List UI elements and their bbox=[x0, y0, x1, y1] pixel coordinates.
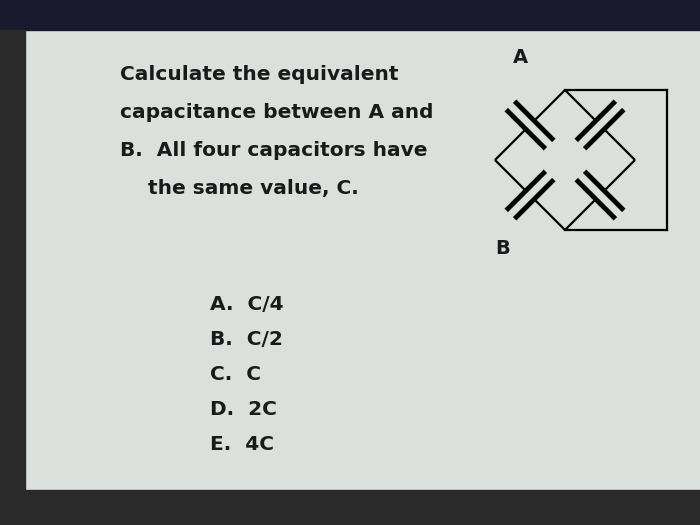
Text: E.  4C: E. 4C bbox=[210, 435, 274, 454]
Text: D.  2C: D. 2C bbox=[210, 400, 277, 419]
Text: B.  All four capacitors have: B. All four capacitors have bbox=[120, 141, 428, 160]
Text: A: A bbox=[512, 48, 528, 67]
Bar bbox=[0, 30, 25, 490]
Text: Calculate the equivalent: Calculate the equivalent bbox=[120, 65, 398, 84]
Text: A.  C/4: A. C/4 bbox=[210, 295, 284, 314]
Text: B: B bbox=[496, 238, 510, 257]
Text: the same value, C.: the same value, C. bbox=[120, 179, 358, 198]
Bar bbox=[0, 490, 700, 525]
Text: C.  C: C. C bbox=[210, 365, 261, 384]
Text: B.  C/2: B. C/2 bbox=[210, 330, 283, 349]
Bar bbox=[0, 0, 700, 30]
Text: capacitance between A and: capacitance between A and bbox=[120, 103, 433, 122]
